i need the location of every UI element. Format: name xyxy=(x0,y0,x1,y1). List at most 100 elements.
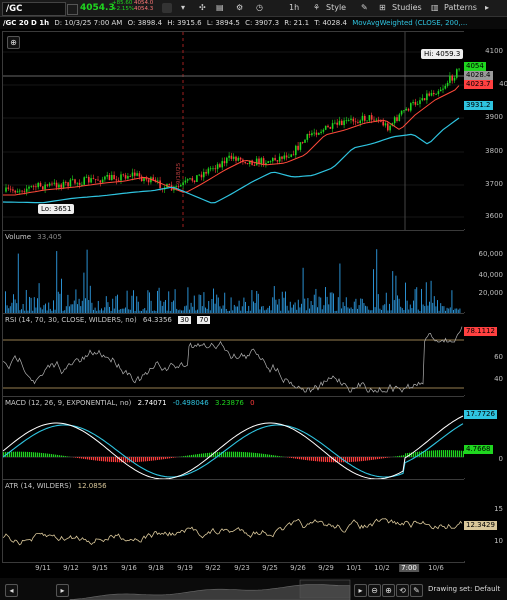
macd-histogram-bar xyxy=(41,452,43,457)
candle xyxy=(338,120,341,125)
macd-histogram-bar xyxy=(91,457,93,460)
macd-histogram-bar xyxy=(29,451,31,457)
macd-histogram-bar xyxy=(231,451,233,457)
volume-bar xyxy=(291,307,293,313)
volume-bar xyxy=(8,308,10,313)
volume-bar xyxy=(309,308,310,313)
atr-value: 12.0856 xyxy=(77,482,107,490)
candle xyxy=(113,175,115,180)
symbol-input[interactable]: /GC xyxy=(2,2,66,16)
studies-icon[interactable]: ⊞ xyxy=(379,3,386,12)
candle xyxy=(200,174,203,178)
navigator-left-icon[interactable]: ▸ xyxy=(354,584,367,597)
candle xyxy=(301,142,304,143)
macd-histogram-bar xyxy=(303,457,305,460)
macd-histogram-bar xyxy=(345,457,347,463)
rsi-panel[interactable]: RSI (14, 70, 30, CLOSE, WILDERS, no) 64.… xyxy=(2,313,465,397)
gear-icon[interactable]: ⚙ xyxy=(236,3,244,12)
rsi-label: RSI (14, 70, 30, CLOSE, WILDERS, no) xyxy=(5,316,137,324)
toolbar-more-icon[interactable]: ▸ xyxy=(485,3,490,12)
macd-panel[interactable]: MACD (12, 26, 9, EXPONENTIAL, no) 2.7407… xyxy=(2,396,465,480)
overview-navigator[interactable] xyxy=(0,578,507,600)
volume-bar xyxy=(353,301,355,313)
patterns-icon[interactable]: ▥ xyxy=(431,3,439,12)
volume-bar xyxy=(270,310,272,313)
volume-bar xyxy=(304,298,306,313)
macd-histogram-bar xyxy=(35,452,37,457)
macd-histogram-bar xyxy=(455,450,457,457)
macd-histogram-bar xyxy=(415,451,417,457)
macd-axis: 17.7726 4.7668 0 xyxy=(464,396,507,478)
timeframe-button[interactable]: 1h xyxy=(289,3,300,12)
volume-bar xyxy=(393,300,395,313)
volume-bar xyxy=(217,297,219,313)
volume-bar xyxy=(301,303,302,313)
time-axis[interactable]: 9/11 9/12 9/15 9/16 9/18 9/19 9/22 9/23 … xyxy=(2,562,463,576)
volume-bar xyxy=(365,305,366,313)
macd-histogram-bar xyxy=(267,454,269,457)
time-tick: 9/18 xyxy=(148,564,164,572)
macd-histogram-bar xyxy=(9,451,11,457)
candle xyxy=(377,119,380,122)
volume-bar xyxy=(417,309,419,313)
macd-histogram-bar xyxy=(189,455,191,457)
macd-mid-tag: 4.7668 xyxy=(464,445,493,454)
macd-histogram-bar xyxy=(155,457,157,461)
reset-zoom-icon[interactable]: ⟲ xyxy=(396,584,409,597)
style-button[interactable]: Style xyxy=(326,3,347,12)
volume-bar xyxy=(224,292,226,313)
drawing-set-label[interactable]: Drawing set: Default xyxy=(428,585,501,593)
atr-panel[interactable]: ATR (14, WILDERS) 12.0856 xyxy=(2,479,465,563)
candle xyxy=(37,182,39,188)
volume-bar xyxy=(48,302,50,313)
volume-bar xyxy=(457,309,459,313)
candle xyxy=(108,174,111,181)
volume-bar xyxy=(438,310,440,313)
macd-histogram-bar xyxy=(19,451,21,457)
volume-bar xyxy=(109,306,110,313)
symbol-dropdown-icon[interactable] xyxy=(67,4,78,15)
zoom-out-icon[interactable]: ⊖ xyxy=(368,584,381,597)
volume-panel[interactable]: Volume 33,405 xyxy=(2,230,465,314)
volume-bar xyxy=(350,307,352,313)
zoom-in-icon[interactable]: ⊕ xyxy=(382,584,395,597)
candle xyxy=(361,115,364,121)
candle xyxy=(366,120,368,122)
volume-bar xyxy=(214,303,216,313)
volume-bar xyxy=(446,307,448,313)
macd-histogram-bar xyxy=(223,451,225,457)
macd-histogram-bar xyxy=(457,450,459,457)
compare-icon[interactable]: ✣ xyxy=(199,3,206,12)
candle xyxy=(209,168,212,170)
last-price-tag: 4054 xyxy=(464,62,486,71)
scroll-right-icon[interactable]: ▸ xyxy=(56,584,69,597)
candle xyxy=(16,191,19,193)
volume-bar xyxy=(61,278,62,313)
macd-histogram-bar xyxy=(183,456,185,457)
scroll-left-icon[interactable]: ◂ xyxy=(5,584,18,597)
candle xyxy=(295,145,297,156)
expand-panel-icon[interactable]: ⊕ xyxy=(7,36,20,49)
macd-histogram-bar xyxy=(349,457,351,463)
candle xyxy=(272,158,274,162)
drawings-icon[interactable]: ✎ xyxy=(361,3,368,12)
price-panel[interactable]: ⊕ Hi: 4059.3 Lo: 3651 9/18/25 xyxy=(2,31,465,231)
display-icon[interactable]: ▤ xyxy=(216,3,224,12)
macd-histogram-bar xyxy=(95,457,97,461)
timeframe-icon[interactable]: ◷ xyxy=(256,3,263,12)
candle xyxy=(203,172,205,178)
patterns-button[interactable]: Patterns xyxy=(444,3,477,12)
style-icon[interactable]: ⚘ xyxy=(313,3,321,12)
volume-bar xyxy=(305,310,307,313)
studies-button[interactable]: Studies xyxy=(392,3,422,12)
volume-bar xyxy=(168,291,170,313)
macd-histogram-bar xyxy=(51,454,53,457)
volume-bar xyxy=(345,297,347,313)
chart-type-icon[interactable] xyxy=(162,3,172,13)
volume-bar xyxy=(241,306,243,313)
volume-bar xyxy=(275,299,277,313)
settings-menu-icon[interactable]: ▾ xyxy=(181,3,186,12)
cursor-icon[interactable]: ✎ xyxy=(410,584,423,597)
macd-histogram-bar xyxy=(439,450,441,457)
volume-bar xyxy=(206,308,208,313)
